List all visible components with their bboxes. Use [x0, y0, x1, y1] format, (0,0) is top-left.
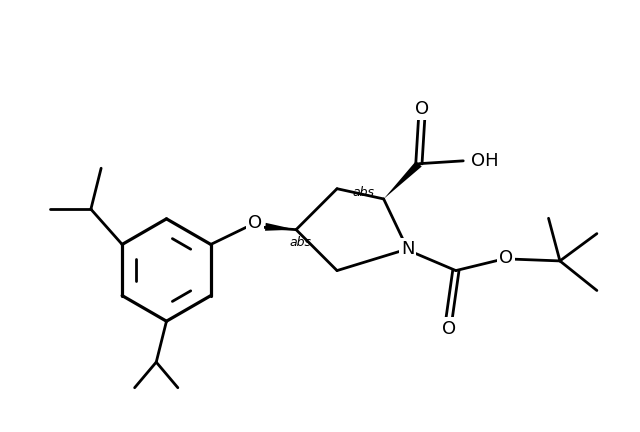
Text: O: O: [248, 214, 262, 232]
Text: N: N: [401, 240, 414, 258]
Polygon shape: [383, 161, 422, 199]
Text: O: O: [499, 249, 513, 267]
Polygon shape: [265, 223, 296, 231]
Text: O: O: [442, 320, 456, 337]
Text: O: O: [415, 99, 429, 118]
Text: abs: abs: [290, 235, 312, 249]
Text: OH: OH: [471, 152, 499, 170]
Text: abs: abs: [353, 186, 375, 199]
